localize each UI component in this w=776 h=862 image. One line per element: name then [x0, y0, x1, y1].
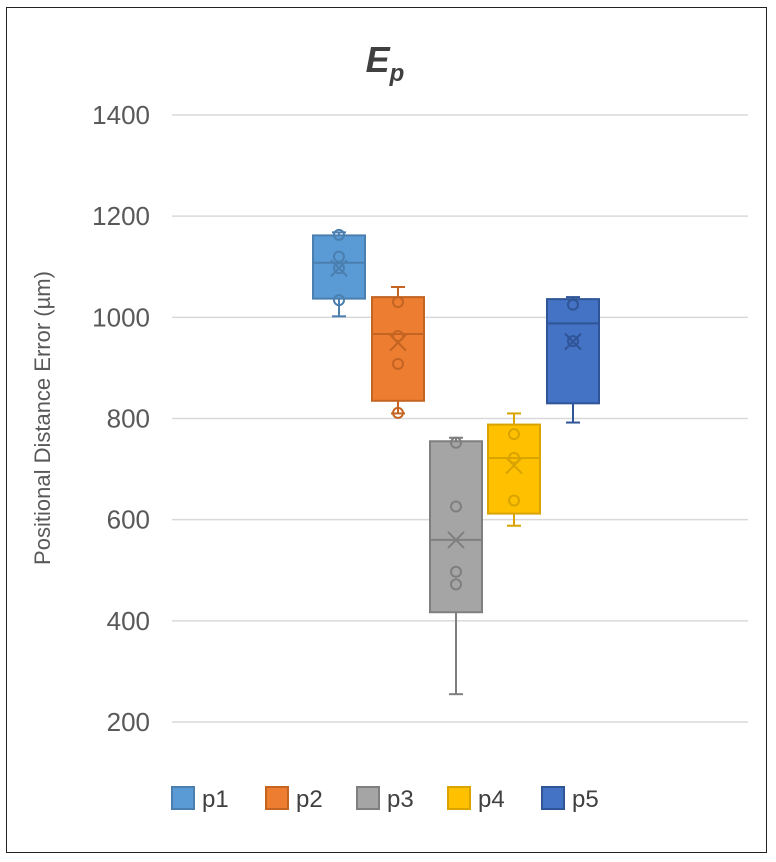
data-point: [450, 578, 462, 591]
chart-title-subscript: p: [389, 60, 405, 87]
legend-swatch-p2: [265, 786, 289, 810]
chart-title: Ep: [366, 39, 405, 87]
y-tick-label: 1400: [92, 100, 150, 130]
y-tick-label: 1000: [92, 302, 150, 332]
legend-label-p1: p1: [202, 786, 229, 813]
box-iqr: [371, 296, 425, 402]
data-point: [508, 494, 520, 507]
data-point: [450, 565, 462, 578]
legend-swatch-p3: [356, 786, 380, 810]
y-axis-title: Positional Distance Error (µm): [30, 271, 55, 565]
legend-label-p4: p4: [478, 786, 505, 813]
legend-swatch-p5: [541, 786, 565, 810]
y-axis-ticks: 200 400 600 800 1000 1200 1400: [92, 100, 150, 737]
legend-label-p3: p3: [387, 786, 414, 813]
gridlines: [172, 114, 748, 723]
box-p1: [312, 228, 366, 318]
y-tick-label: 200: [107, 707, 150, 737]
y-tick-label: 800: [107, 404, 150, 434]
box-iqr: [546, 298, 600, 405]
data-point: [567, 335, 579, 348]
box-p2: [371, 285, 425, 419]
legend-swatch-p4: [447, 786, 471, 810]
box-p5: [546, 296, 600, 424]
data-point: [567, 298, 579, 311]
data-point: [333, 294, 345, 307]
chart-frame: [6, 7, 767, 853]
data-point: [450, 500, 462, 513]
mean-marker: [505, 456, 523, 475]
box-series: [312, 228, 600, 696]
data-point: [392, 296, 404, 309]
data-point: [392, 330, 404, 343]
legend-swatch-p1: [171, 786, 195, 810]
data-point: [450, 436, 462, 449]
mean-marker: [447, 531, 465, 549]
y-tick-label: 1200: [92, 201, 150, 231]
mean-marker: [389, 333, 407, 352]
box-iqr: [429, 440, 483, 614]
box-p3: [429, 436, 483, 696]
data-point: [508, 451, 520, 464]
data-point: [392, 357, 404, 370]
legend-label-p2: p2: [296, 786, 323, 813]
y-tick-label: 600: [107, 505, 150, 535]
chart-title-main: E: [366, 39, 391, 80]
data-point: [333, 250, 345, 263]
box-iqr: [487, 423, 541, 515]
data-point: [392, 406, 404, 419]
data-point: [333, 228, 345, 241]
mean-marker: [330, 259, 348, 277]
data-point: [508, 428, 520, 441]
legend-label-p5: p5: [572, 786, 599, 813]
data-point: [333, 262, 345, 275]
y-tick-label: 400: [107, 606, 150, 636]
box-p4: [487, 412, 541, 527]
legend: p1 p2 p3 p4 p5: [171, 786, 599, 813]
mean-marker: [564, 332, 582, 351]
